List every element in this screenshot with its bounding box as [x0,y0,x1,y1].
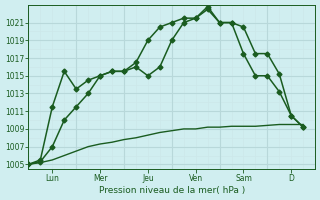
X-axis label: Pression niveau de la mer( hPa ): Pression niveau de la mer( hPa ) [99,186,245,195]
